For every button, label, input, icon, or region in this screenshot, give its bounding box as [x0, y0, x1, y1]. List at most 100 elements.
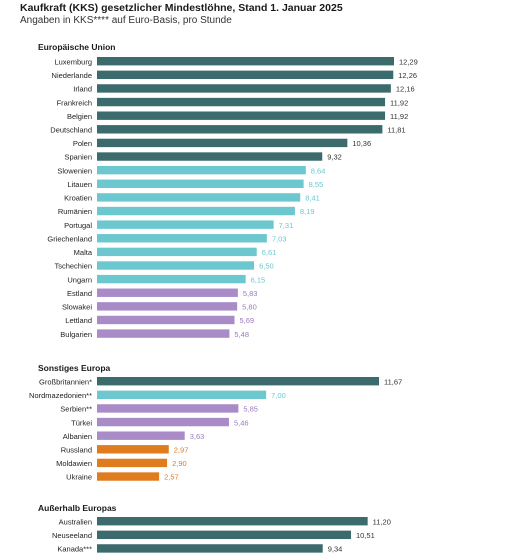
bar-label: Bulgarien [60, 330, 92, 339]
bar-value: 5,80 [242, 303, 257, 312]
bar-value: 12,16 [396, 85, 415, 94]
bar-value: 2,57 [164, 473, 179, 482]
bar [97, 97, 386, 107]
bar [97, 220, 274, 229]
bar-label: Slowakei [62, 303, 92, 312]
bar-value: 9,32 [327, 153, 342, 162]
bar [97, 274, 246, 284]
bar [97, 517, 368, 526]
bar-label: Russland [61, 446, 92, 455]
bar-label: Großbritannien* [39, 377, 92, 386]
bar [97, 84, 391, 93]
bar-value: 11,81 [387, 126, 405, 135]
bar [97, 288, 238, 297]
bar [97, 138, 348, 148]
bar-value: 7,03 [272, 234, 287, 243]
bar-label: Türkei [71, 418, 92, 427]
bar-label: Kroatien [64, 194, 92, 203]
bar-value: 9,34 [328, 545, 343, 554]
bar-label: Neuseeland [52, 531, 92, 540]
bar-label: Ukraine [66, 473, 92, 482]
bar [97, 152, 323, 161]
chart-title: Kaufkraft (KKS) gesetzlicher Mindestlöhn… [20, 2, 343, 14]
bar-value: 8,41 [305, 194, 320, 203]
bar-label: Polen [73, 139, 92, 148]
bar-label: Nordmazedonien** [29, 391, 92, 400]
bar [97, 329, 230, 338]
bar-value: 12,26 [398, 71, 417, 80]
bar-label: Frankreich [57, 98, 92, 107]
bar-label: Australien [59, 517, 92, 526]
bar-label: Ungarn [67, 275, 92, 284]
bar-value: 11,92 [390, 98, 408, 107]
bar [97, 70, 394, 80]
bar-value: 3,63 [190, 432, 205, 441]
bar-value: 6,50 [259, 262, 274, 271]
bar-value: 5,48 [234, 330, 249, 339]
bar-label: Rumänien [58, 207, 92, 216]
bar [97, 206, 295, 216]
bar-value: 12,29 [399, 57, 418, 66]
bar-label: Griechenland [47, 234, 92, 243]
bar [97, 165, 306, 175]
group-header: Europäische Union [38, 42, 115, 52]
bar-value: 10,36 [352, 139, 371, 148]
bar-label: Lettland [65, 316, 92, 325]
bar [97, 111, 386, 120]
bar [97, 431, 185, 440]
bar-label: Albanien [63, 432, 92, 441]
bar-value: 5,46 [234, 418, 249, 427]
bar-value: 8,64 [311, 166, 326, 175]
bar-label: Malta [74, 248, 93, 257]
bar [97, 417, 229, 427]
bar-label: Slowenien [57, 166, 92, 175]
bar-value: 10,51 [356, 531, 375, 540]
bar [97, 458, 168, 468]
bar-label: Deutschland [50, 126, 92, 135]
bar-label: Belgien [67, 112, 92, 121]
bar [97, 302, 238, 311]
bar-value: 6,61 [262, 248, 277, 257]
bar [97, 544, 323, 553]
bar-label: Serbien** [60, 405, 92, 414]
bar-label: Moldawien [56, 459, 92, 468]
bar-value: 7,00 [271, 391, 286, 400]
bar-value: 7,31 [279, 221, 294, 230]
bar [97, 404, 239, 413]
bar-value: 5,85 [243, 405, 258, 414]
bar [97, 234, 267, 243]
bar-value: 5,83 [243, 289, 258, 298]
bar [97, 247, 257, 257]
bar [97, 193, 301, 202]
bar [97, 445, 169, 454]
bar [97, 390, 267, 400]
group-header: Sonstiges Europa [38, 363, 111, 373]
bar-value: 2,97 [174, 446, 189, 455]
bar-value: 5,69 [240, 316, 255, 325]
bar [97, 261, 255, 270]
bar-label: Luxemburg [54, 57, 92, 66]
bar [97, 179, 304, 188]
bar [97, 377, 380, 386]
bar [97, 530, 351, 540]
bar [97, 125, 383, 134]
bar-label: Litauen [67, 180, 92, 189]
bar-label: Niederlande [52, 71, 92, 80]
bar-label: Spanien [64, 153, 92, 162]
bar-label: Portugal [64, 221, 92, 230]
bar-value: 8,19 [300, 207, 315, 216]
bar-value: 11,67 [384, 377, 402, 386]
bar [97, 472, 160, 481]
bar [97, 315, 235, 325]
bar-label: Estland [67, 289, 92, 298]
bar-label: Kanada*** [57, 545, 92, 554]
chart-subtitle: Angaben in KKS**** auf Euro-Basis, pro S… [20, 15, 232, 26]
group-header: Außerhalb Europas [38, 503, 117, 513]
bar-label: Irland [73, 85, 92, 94]
bar [97, 57, 394, 66]
bar-value: 2,90 [172, 459, 187, 468]
bar-label: Tschechien [54, 262, 92, 271]
bar-value: 11,92 [390, 112, 408, 121]
